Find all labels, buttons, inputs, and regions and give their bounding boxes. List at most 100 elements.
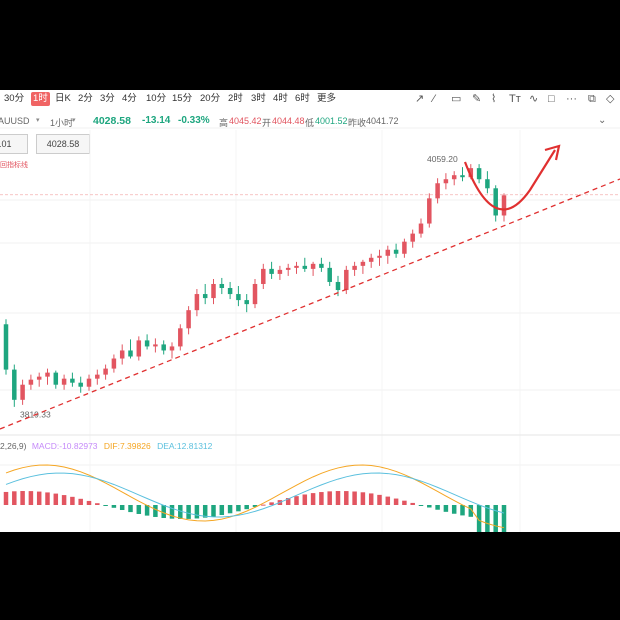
quote-info-bar: AUUSD ▾ 1小时 ▾ 4028.58 -13.14 -0.33% 高 40… <box>0 114 620 130</box>
symbol-label[interactable]: AUUSD <box>0 116 30 126</box>
candle-body <box>252 283 258 305</box>
timeframe-tab[interactable]: 日K <box>55 93 71 104</box>
candle-body <box>460 175 465 178</box>
low-value: 4001.52 <box>315 116 348 126</box>
candle-body <box>211 283 216 299</box>
macd-histogram-bar <box>20 491 25 505</box>
candle-body <box>368 257 374 262</box>
rectangle-tool-icon[interactable]: □ <box>548 93 555 105</box>
macd-histogram-bar <box>153 505 158 517</box>
macd-histogram-bar <box>78 498 83 505</box>
eraser-tool-icon[interactable]: ◇ <box>606 93 615 105</box>
candle-body <box>493 188 498 216</box>
candle-body <box>186 310 191 329</box>
text-tool-icon[interactable]: Tт <box>509 93 521 105</box>
macd-histogram-bar <box>70 496 75 505</box>
timeframe-tab[interactable]: 30分 <box>4 93 25 104</box>
candle-body <box>70 378 75 383</box>
timeframe-tab[interactable]: 6时 <box>295 93 310 104</box>
dea-line <box>5 472 505 518</box>
candle-body <box>319 263 324 268</box>
interval-label[interactable]: 1小时 <box>50 118 74 128</box>
brush-tool-icon[interactable]: ✎ <box>472 93 482 105</box>
candle-body <box>410 233 415 242</box>
candle-body <box>352 265 357 270</box>
timeframe-tab[interactable]: 1时 <box>31 92 50 106</box>
candle-body <box>95 374 100 379</box>
macd-histogram-bar <box>211 505 216 517</box>
macd-histogram-bar <box>319 492 324 505</box>
timeframe-tab[interactable]: 4分 <box>122 93 137 104</box>
edit-tool-icon[interactable]: ⧉ <box>588 93 596 105</box>
macd-histogram-bar <box>128 505 133 513</box>
indicator-note: 回指标线 <box>0 162 28 169</box>
macd-histogram-bar <box>252 505 258 507</box>
candle-body <box>244 300 249 305</box>
fib-tool-icon[interactable]: ⌇ <box>491 93 497 105</box>
channel-tool-icon[interactable]: ▭ <box>451 93 462 105</box>
timeframe-tab[interactable]: 更多 <box>317 93 337 104</box>
macd-histogram-bar <box>327 491 332 505</box>
macd-histogram-bar <box>427 505 432 508</box>
candle-body <box>128 350 133 357</box>
macd-label: MACD: <box>31 441 60 451</box>
timeframe-tab[interactable]: 3时 <box>251 93 266 104</box>
candle-body <box>269 268 274 274</box>
more-tools-icon[interactable]: ··· <box>566 93 577 105</box>
candle-body <box>427 198 432 224</box>
candle-body <box>103 368 108 375</box>
candle-body <box>327 267 332 282</box>
candlestick-chart[interactable]: 4059.203819.33 <box>0 90 620 532</box>
dea-value: 12.81312 <box>176 441 213 451</box>
candle-body <box>501 195 507 216</box>
timeframe-tab[interactable]: 10分 <box>146 93 167 104</box>
interval-dropdown-icon[interactable]: ▾ <box>72 117 76 124</box>
symbol-dropdown-icon[interactable]: ▾ <box>36 117 40 124</box>
candle-body <box>344 269 349 291</box>
timeframe-toolbar: 30分 1时 日K 2分 3分 4分 10分 15分 20分 2时 3时 4时 6时 更多 ↗ ⁄ ▭ ✎ ⌇ Tт ∿… <box>0 90 620 108</box>
macd-histogram-bar <box>86 500 92 505</box>
candle-body <box>485 179 490 189</box>
dea-label: DEA: <box>157 441 177 451</box>
macd-histogram-bar <box>360 492 366 505</box>
macd-histogram-bar <box>3 491 9 505</box>
projection-arrow-icon <box>544 144 561 161</box>
candle-body <box>261 268 266 284</box>
macd-histogram-bar <box>119 505 125 511</box>
candle-body <box>169 346 175 351</box>
candle-body <box>20 384 25 400</box>
trendline-tool-icon[interactable]: ↗ <box>415 93 425 105</box>
ray-tool-icon[interactable]: ⁄ <box>433 93 435 105</box>
candle-body <box>393 249 399 254</box>
timeframe-tab[interactable]: 2时 <box>228 93 243 104</box>
high-label: 高 <box>219 118 229 128</box>
dif-line <box>5 464 505 529</box>
macd-histogram-bar <box>501 505 507 532</box>
path-tool-icon[interactable]: ∿ <box>529 93 539 105</box>
macd-histogram-bar <box>186 505 191 519</box>
macd-histogram-bar <box>95 503 100 505</box>
timeframe-tab[interactable]: 3分 <box>100 93 115 104</box>
candle-body <box>443 179 449 184</box>
candle-body <box>468 168 474 178</box>
macd-histogram-bar <box>443 505 449 512</box>
timeframe-tab[interactable]: 20分 <box>200 93 221 104</box>
collapse-icon[interactable]: ⌄ <box>598 115 607 126</box>
high-value: 4045.42 <box>229 116 262 126</box>
candle-body <box>45 372 50 377</box>
candle-body <box>86 378 92 387</box>
macd-histogram-bar <box>178 505 183 519</box>
timeframe-tab[interactable]: 15分 <box>172 93 193 104</box>
macd-histogram-bar <box>227 505 233 514</box>
timeframe-tab[interactable]: 2分 <box>78 93 93 104</box>
macd-histogram-bar <box>269 502 274 505</box>
high-price-label: 4059.20 <box>427 154 458 164</box>
macd-histogram-bar <box>169 505 175 519</box>
timeframe-tab[interactable]: 4时 <box>273 93 288 104</box>
macd-histogram-bar <box>161 505 166 518</box>
order-lot-input[interactable]: .01 <box>0 134 28 154</box>
dif-value: 7.39826 <box>119 441 151 451</box>
macd-histogram-bar <box>294 496 299 505</box>
macd-histogram-bar <box>335 491 341 505</box>
candle-body <box>194 294 200 311</box>
